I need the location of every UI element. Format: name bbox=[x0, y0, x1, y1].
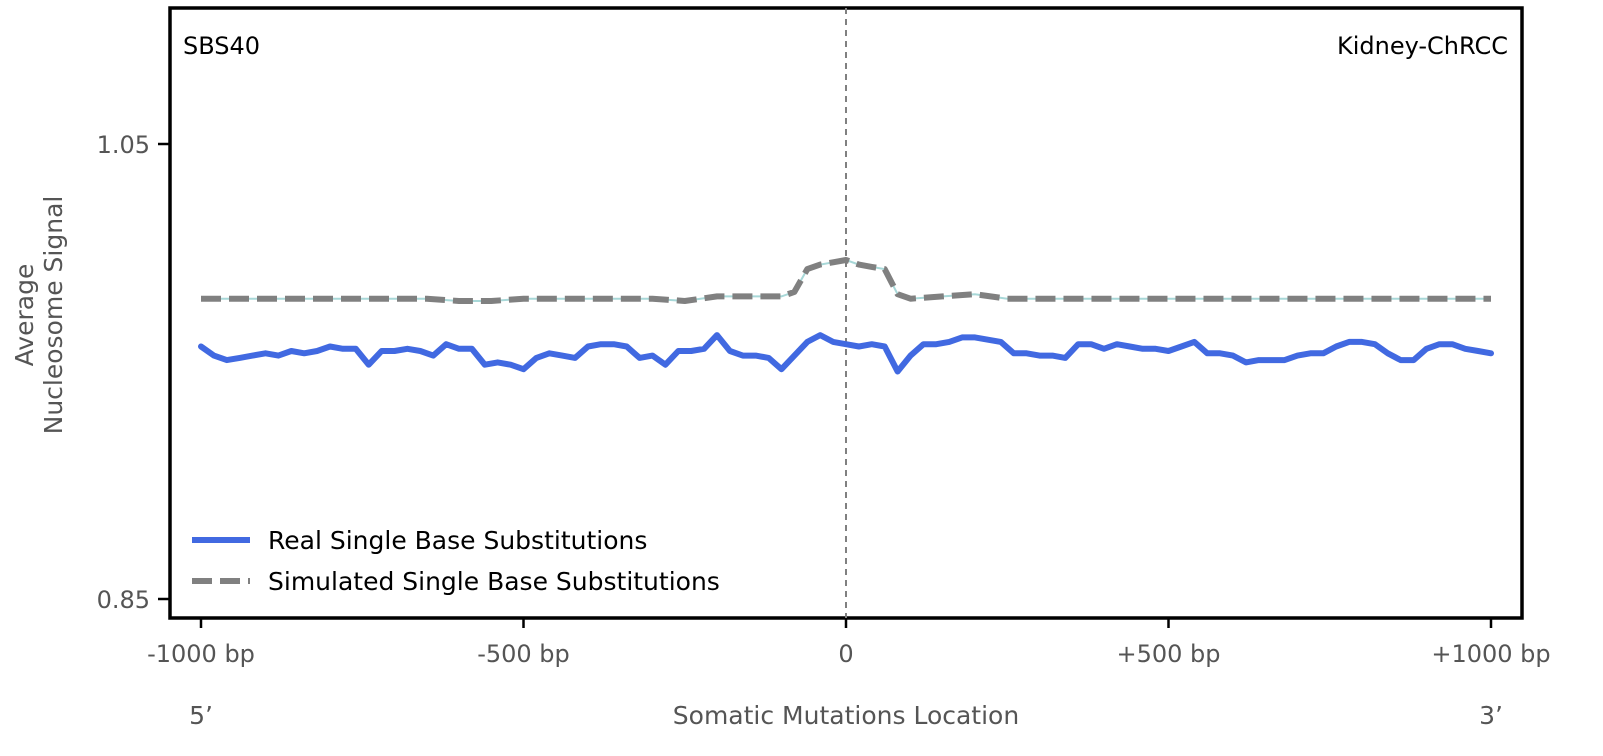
x-tick-label: +1000 bp bbox=[1431, 640, 1550, 668]
series-layer bbox=[198, 257, 1494, 375]
y-axis-title-line2: Nucleosome Signal bbox=[39, 196, 68, 435]
y-axis-title-line1: Average bbox=[10, 264, 39, 367]
legend-label-simulated: Simulated Single Base Substitutions bbox=[268, 567, 720, 596]
cancer-type-label: Kidney-ChRCC bbox=[1337, 32, 1508, 60]
y-tick-label: 1.05 bbox=[97, 131, 150, 159]
legend-label-real: Real Single Base Substitutions bbox=[268, 526, 647, 555]
series-real-line bbox=[198, 332, 1494, 375]
series-simulated-line bbox=[201, 257, 1491, 304]
x-axis-title: Somatic Mutations Location bbox=[673, 701, 1019, 730]
x-tick-label: -500 bp bbox=[477, 640, 570, 668]
legend: Real Single Base Substitutions Simulated… bbox=[192, 526, 720, 596]
x-tick-label: 0 bbox=[838, 640, 853, 668]
y-axis-ticks: 0.85 1.05 bbox=[97, 131, 170, 614]
x-tick-label: -1000 bp bbox=[147, 640, 255, 668]
signature-label: SBS40 bbox=[183, 32, 260, 60]
five-prime-label: 5’ bbox=[189, 701, 213, 730]
three-prime-label: 3’ bbox=[1479, 701, 1503, 730]
y-tick-label: 0.85 bbox=[97, 586, 150, 614]
x-tick-label: +500 bp bbox=[1116, 640, 1220, 668]
x-axis-ticks: -1000 bp -500 bp 0 +500 bp +1000 bp bbox=[147, 618, 1551, 668]
